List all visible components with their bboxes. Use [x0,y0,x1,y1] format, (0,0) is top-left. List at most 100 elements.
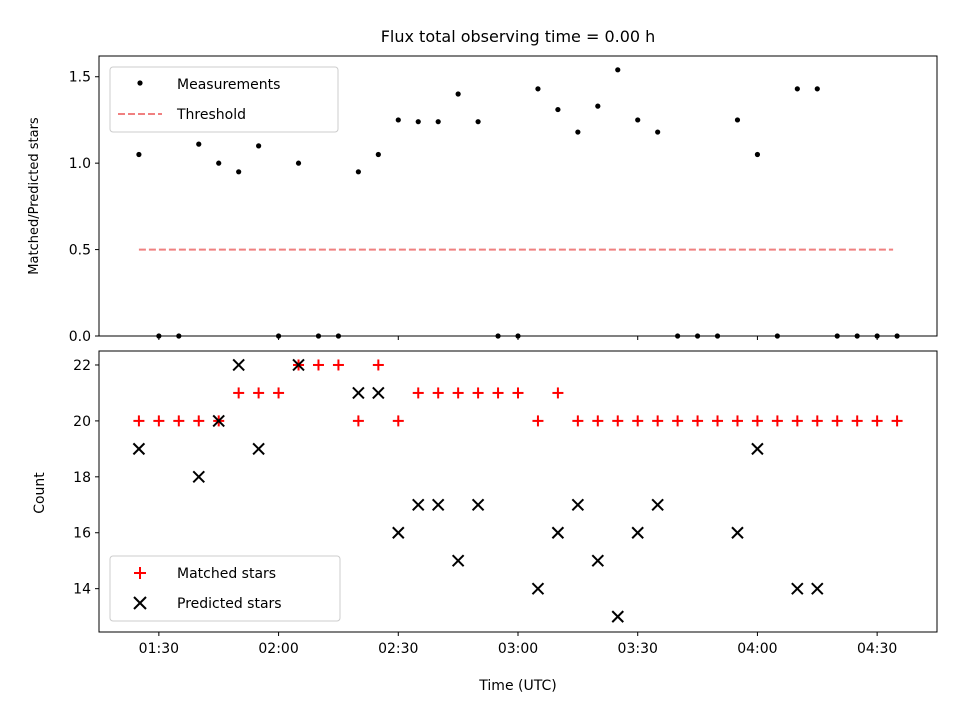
top-legend-box [109,66,339,133]
predicted-x-b [192,470,205,484]
x-tick-label: 03:00 [498,641,538,657]
matched-star-point [731,415,743,427]
predicted-x-b [731,526,744,539]
legend-matched-label: Matched stars [177,566,276,582]
predicted-x-b [292,358,305,372]
matched-star-point [532,415,544,427]
matched-star-point [452,387,464,399]
predicted-star-point [571,498,585,511]
measurement-point [395,117,401,123]
measurement-point [216,160,222,166]
top-panel: 0.0 0.5 1.0 1.5 Flux total observing time =… [27,27,938,345]
predicted-star-point [132,442,146,456]
matched-star-point [692,415,704,427]
legend-threshold-label: Threshold [176,107,246,123]
measurement-point [535,86,541,92]
matched-star-point [273,387,285,399]
measurement-point [355,169,361,175]
predicted-x-b [551,526,565,539]
predicted-star-point [212,414,225,428]
matched-star-point [253,387,265,399]
matched-star-point [193,415,205,427]
matched-star-point [811,415,823,427]
bottom-y-tick-label: 20 [73,414,91,430]
predicted-star-point [531,582,545,595]
predicted-x-b [751,442,764,456]
predicted-star-point [791,582,804,595]
predicted-star-point [192,470,205,484]
predicted-x-b [212,414,225,428]
predicted-star-point [412,498,425,511]
x-tick-label: 01:30 [139,641,179,657]
matched-star-point [791,415,803,427]
matched-star-point [372,359,384,371]
measurement-point [814,86,820,92]
predicted-x-b [471,498,485,511]
measurement-point [555,106,561,113]
predicted-star-point [551,526,565,539]
top-x-ticks [158,336,878,340]
top-y-tick-label: 0.5 [69,243,91,259]
top-y-tick-label: 1.0 [69,156,91,172]
measurement-point [615,67,621,73]
measurement-point [375,151,381,158]
bottom-y-axis-label: Count [32,472,48,514]
matched-star-point [492,387,504,399]
matched-star-point [632,415,644,427]
predicted-x-b [611,610,624,623]
predicted-x-b [392,526,405,539]
measurement-point [595,103,601,109]
top-y-tick-label: 0.0 [69,329,91,345]
matched-star-point [851,415,863,427]
predicted-x-b [412,498,425,511]
bottom-plot-marks [132,358,903,623]
measurement-point [295,160,302,166]
measurement-point [236,169,242,175]
predicted-x-b [232,358,245,372]
x-tick-label: 02:00 [258,641,298,657]
measurement-point [655,129,661,135]
measurement-point [475,119,481,125]
x-tick-label: 03:30 [618,641,658,657]
matched-star-point [133,415,145,427]
measurement-point [734,117,741,123]
predicted-star-point [471,498,485,511]
matched-star-point [233,387,245,399]
top-y-axis: 0.0 0.5 1.0 1.5 [69,70,99,345]
predicted-x-b [811,582,824,595]
predicted-x-b [431,498,445,511]
predicted-star-point [252,442,265,456]
matched-star-point [891,415,903,427]
measurement-point [635,117,641,123]
bottom-panel: 14 16 18 20 22 01:30 02:00 02:30 03:00 03:30 04:0… [32,350,938,694]
predicted-star-point [431,498,445,511]
measurement-point [754,151,761,158]
measurement-point [435,119,441,125]
predicted-star-point [372,386,385,400]
matched-star-point [712,415,724,427]
legend-predicted-label: Predicted stars [177,596,282,612]
predicted-star-point [611,610,624,623]
matched-star-point [751,415,763,427]
predicted-x-b [591,554,605,567]
predicted-x-b [252,442,265,456]
predicted-x-b [651,498,664,511]
bottom-y-tick-label: 18 [73,470,91,486]
matched-star-point [552,387,564,399]
predicted-x-b [631,526,644,539]
top-legend: Measurements Threshold [109,66,339,133]
measurement-point [415,119,421,125]
predicted-star-point [631,526,644,539]
predicted-x-b [791,582,804,595]
matched-star-point [672,415,684,427]
predicted-x-b [571,498,585,511]
bottom-legend: Matched stars Predicted stars [109,555,341,622]
predicted-x-b [372,386,385,400]
matched-star-point [512,387,524,399]
bottom-legend-box [109,555,341,622]
predicted-star-point [591,554,605,567]
matched-star-point [412,387,424,399]
predicted-star-point [451,554,465,567]
measurement-point [136,151,142,158]
